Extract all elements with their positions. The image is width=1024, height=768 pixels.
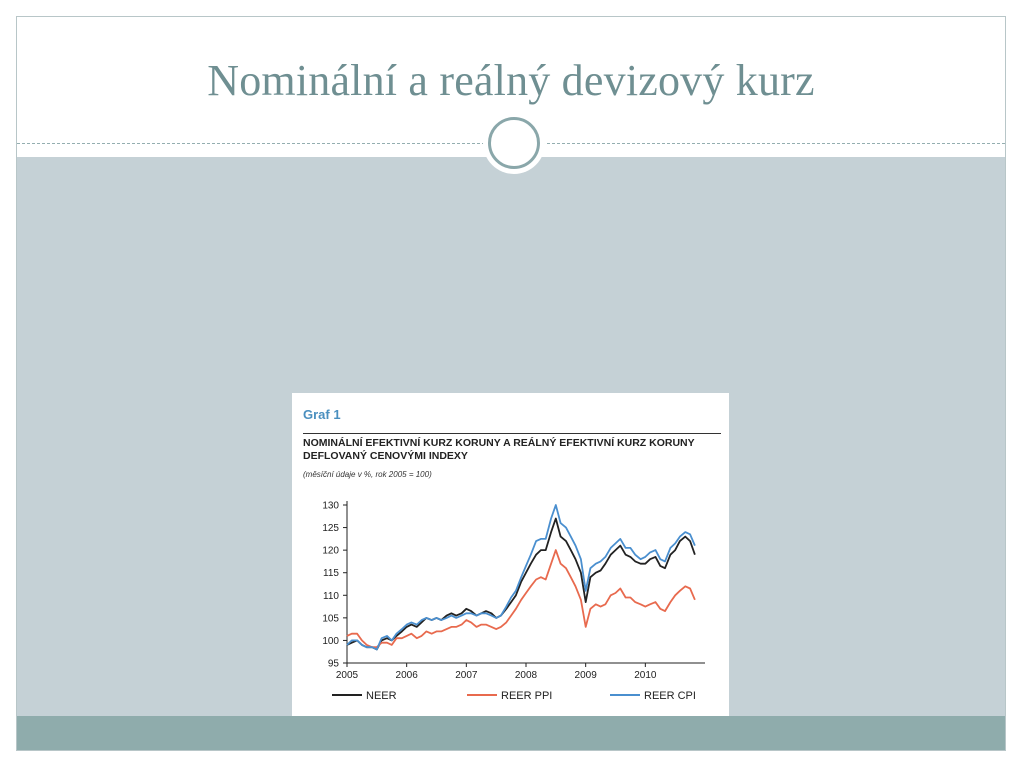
content-area: Graf 1 NOMINÁLNÍ EFEKTIVNÍ KURZ KORUNY A… [17,157,1005,741]
series-line-reer-cpi [346,504,696,651]
slide-title: Nominální a reálný devizový kurz [207,56,815,105]
series-line-neer [346,517,696,651]
y-tick-label: 95 [328,659,340,670]
line-chart: 95 100 105 110 115 120 125 130 2005 2006 2007 2008 2… [322,501,705,702]
x-tick-label: 2008 [515,670,538,681]
slide: Nominální a reálný devizový kurz Graf 1 … [16,16,1006,751]
circle-ornament-icon [483,112,545,174]
legend-label-neer: NEER [366,690,397,702]
series-line-reer-ppi [346,549,696,649]
x-tick-label: 2009 [575,670,598,681]
y-tick-label: 115 [323,568,339,579]
x-tick-label: 2006 [396,670,419,681]
figure-title: NOMINÁLNÍ EFEKTIVNÍ KURZ KORUNY A REÁLNÝ… [303,437,695,462]
legend-label-reer-cpi: REER CPI [644,690,696,702]
footer-bar [17,716,1005,750]
figure-label: Graf 1 [303,407,341,422]
y-tick-label: 120 [322,546,339,557]
figure-rule [303,433,721,434]
y-tick-label: 110 [323,591,339,602]
x-tick-label: 2010 [634,670,657,681]
y-tick-label: 125 [322,523,339,534]
y-tick-label: 100 [322,636,339,647]
legend-label-reer-ppi: REER PPI [501,690,552,702]
y-tick-label: 105 [322,613,339,624]
x-tick-label: 2005 [336,670,359,681]
chart-figure: Graf 1 NOMINÁLNÍ EFEKTIVNÍ KURZ KORUNY A… [292,393,729,741]
y-tick-label: 130 [322,501,339,512]
figure-subtitle: (měsíční údaje v %, rok 2005 = 100) [303,470,432,479]
ornament-ring [488,117,540,169]
x-tick-label: 2007 [455,670,478,681]
